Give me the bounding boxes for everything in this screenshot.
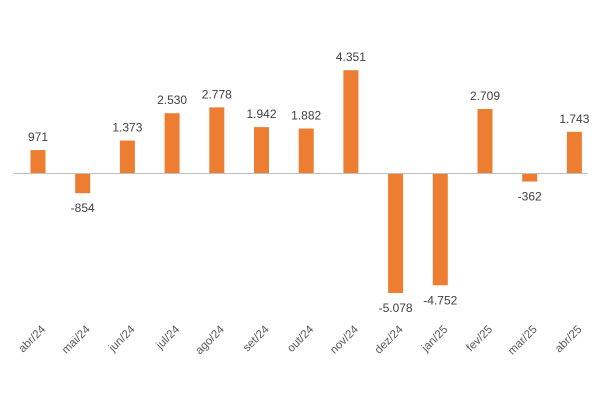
- data-label-fev-25: 2.709: [470, 89, 500, 103]
- data-label-jul-24: 2.530: [157, 93, 187, 107]
- x-tick-label-jul-24: jul/24: [154, 323, 183, 352]
- data-label-set-24: 1.942: [246, 107, 276, 121]
- bar-fev-25: [477, 108, 493, 173]
- x-tick-label-mai-24: mai/24: [60, 323, 93, 356]
- x-tick-label-set-24: set/24: [241, 323, 272, 354]
- x-tick-label-mar-25: mar/25: [506, 324, 540, 358]
- bar-jul-24: [164, 113, 180, 173]
- data-label-abr-25: 1.743: [559, 112, 589, 126]
- bar-mar-25: [522, 173, 538, 182]
- data-label-abr-24: 971: [28, 130, 48, 144]
- bar-mai-24: [75, 173, 91, 194]
- data-label-ago-24: 2.778: [202, 87, 232, 101]
- bars-group: [30, 70, 582, 293]
- bar-abr-24: [30, 150, 46, 173]
- bar-set-24: [254, 127, 269, 173]
- x-tick-label-ago-24: ago/24: [194, 323, 228, 357]
- x-tick-label-jan-25: jan/25: [419, 324, 450, 355]
- x-tick-label-jun-24: jun/24: [106, 323, 138, 355]
- data-label-mar-25: -362: [518, 190, 542, 204]
- x-tick-label-out-24: out/24: [285, 323, 317, 355]
- bar-nov-24: [343, 70, 359, 173]
- data-label-jan-25: -4.752: [423, 293, 457, 307]
- bar-jan-25: [432, 173, 448, 286]
- data-labels-group: 971 -854 1.373 2.530 2.778 1.942 1.882 4.351 -5.…: [28, 50, 590, 315]
- x-tick-label-abr-24: abr/24: [17, 323, 49, 355]
- data-label-out-24: 1.882: [291, 109, 321, 123]
- data-label-dez-24: -5.078: [379, 301, 413, 315]
- x-tick-labels-group: abr/24 mai/24 jun/24 jul/24 ago/24 set/24 out/…: [17, 323, 585, 357]
- data-label-nov-24: 4.351: [336, 50, 366, 64]
- x-tick-label-fev-25: fev/25: [464, 324, 495, 355]
- x-tick-label-abr-25: abr/25: [553, 324, 585, 356]
- bar-dez-24: [388, 173, 404, 293]
- data-label-jun-24: 1.373: [112, 121, 142, 135]
- bar-ago-24: [209, 107, 225, 173]
- x-tick-label-dez-24: dez/24: [373, 323, 406, 356]
- data-label-mai-24: -854: [71, 201, 95, 215]
- x-tick-label-nov-24: nov/24: [328, 323, 361, 356]
- bar-abr-25: [566, 131, 582, 173]
- bar-out-24: [298, 128, 314, 173]
- bar-jun-24: [119, 140, 135, 173]
